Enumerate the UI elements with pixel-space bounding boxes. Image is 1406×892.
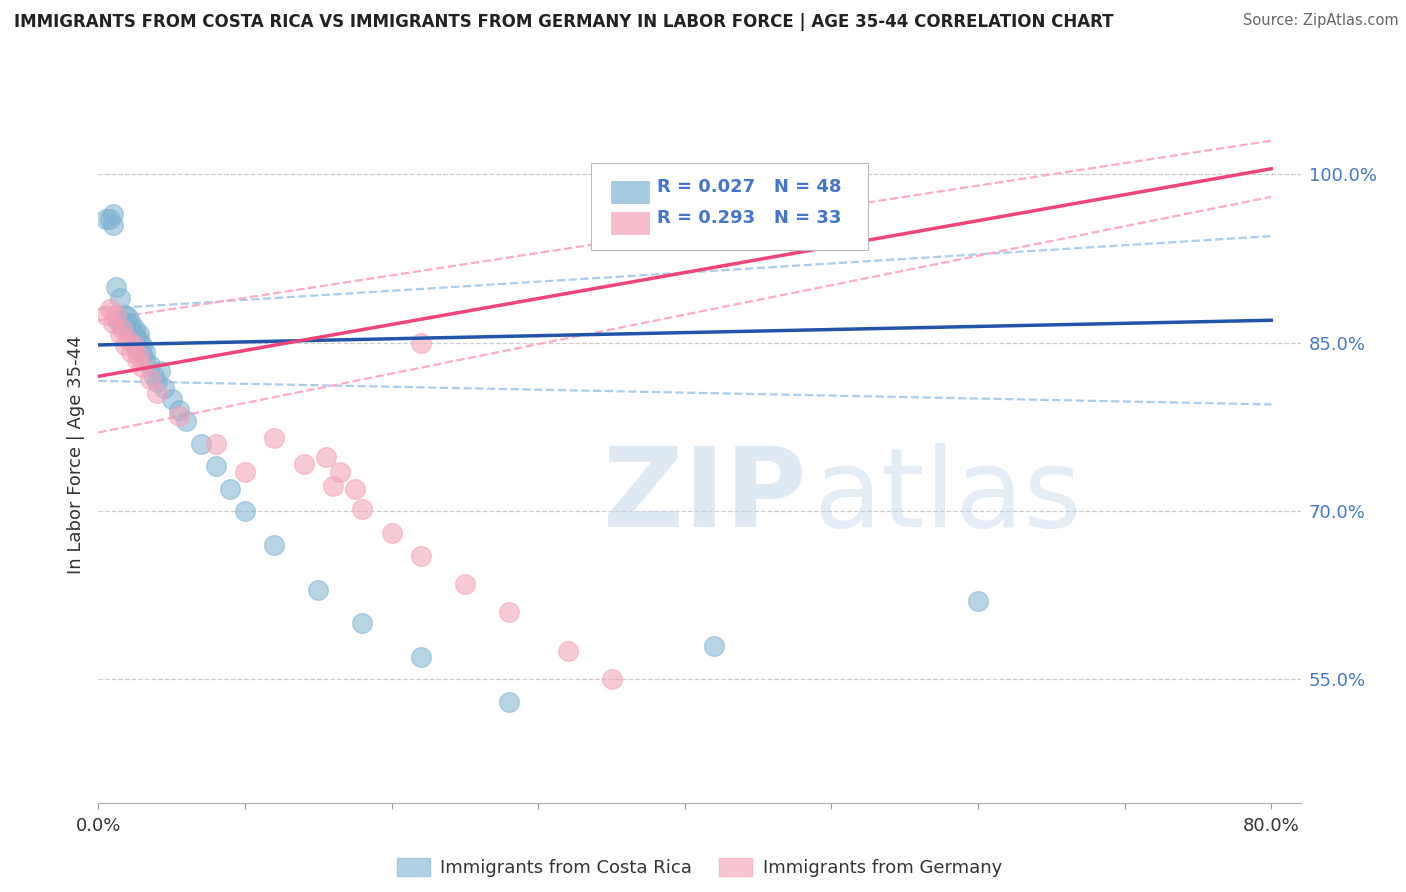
Point [190, 436, 212, 450]
Point [117, 322, 139, 336]
Point [105, 279, 128, 293]
Text: R = 0.293   N = 33: R = 0.293 N = 33 [658, 210, 842, 227]
Point [292, 457, 315, 471]
Point [263, 538, 285, 552]
Point [600, 673, 623, 687]
Point [233, 504, 256, 518]
Point [125, 341, 148, 355]
Point [138, 371, 160, 385]
Text: ZIP: ZIP [603, 443, 807, 550]
Point [122, 334, 145, 348]
Point [149, 364, 172, 378]
Point [131, 360, 153, 375]
Point [233, 465, 256, 479]
Text: Source: ZipAtlas.com: Source: ZipAtlas.com [1243, 13, 1399, 29]
Point [117, 316, 139, 330]
Point [138, 358, 160, 372]
Point [122, 326, 145, 341]
Point [703, 639, 725, 653]
Point [143, 369, 166, 384]
Point [315, 450, 337, 465]
Point [167, 409, 190, 423]
Point [124, 338, 146, 352]
Point [120, 322, 142, 336]
Point [498, 695, 520, 709]
Point [146, 375, 169, 389]
Point [134, 352, 156, 367]
Point [131, 338, 153, 352]
Point [263, 431, 285, 445]
FancyBboxPatch shape [610, 181, 650, 203]
Point [110, 313, 132, 327]
Point [381, 526, 404, 541]
Point [114, 308, 136, 322]
Point [101, 207, 124, 221]
Point [128, 349, 150, 363]
Point [454, 577, 477, 591]
Point [160, 392, 183, 406]
Text: IMMIGRANTS FROM COSTA RICA VS IMMIGRANTS FROM GERMANY IN LABOR FORCE | AGE 35-44: IMMIGRANTS FROM COSTA RICA VS IMMIGRANTS… [14, 13, 1114, 31]
Point [176, 414, 198, 428]
Point [120, 344, 142, 359]
Point [105, 308, 128, 322]
Point [204, 436, 226, 450]
Point [352, 501, 374, 516]
Legend: Immigrants from Costa Rica, Immigrants from Germany: Immigrants from Costa Rica, Immigrants f… [389, 850, 1010, 884]
Point [98, 301, 121, 316]
Point [117, 310, 139, 324]
Point [110, 291, 132, 305]
Point [125, 352, 148, 367]
Point [967, 594, 990, 608]
FancyBboxPatch shape [610, 212, 650, 235]
Text: R = 0.027   N = 48: R = 0.027 N = 48 [658, 178, 842, 196]
Point [111, 318, 134, 333]
Point [114, 338, 136, 352]
Point [122, 338, 145, 352]
Point [128, 326, 150, 341]
Point [131, 347, 153, 361]
Point [120, 326, 142, 341]
Point [110, 326, 132, 341]
Point [101, 316, 124, 330]
Point [117, 334, 139, 348]
Point [107, 313, 129, 327]
Point [204, 459, 226, 474]
Point [498, 605, 520, 619]
Point [111, 322, 134, 336]
Point [352, 616, 374, 631]
Point [153, 381, 176, 395]
Point [120, 316, 142, 330]
Point [409, 335, 432, 350]
Point [134, 344, 156, 359]
Point [329, 465, 352, 479]
Text: atlas: atlas [814, 443, 1083, 550]
Point [146, 386, 169, 401]
Point [409, 549, 432, 563]
Point [322, 479, 344, 493]
Point [124, 322, 146, 336]
Point [101, 218, 124, 232]
Point [307, 582, 329, 597]
Point [114, 316, 136, 330]
Point [94, 308, 117, 322]
Point [557, 644, 579, 658]
Y-axis label: In Labor Force | Age 35-44: In Labor Force | Age 35-44 [66, 335, 84, 574]
Point [98, 212, 121, 227]
Point [167, 403, 190, 417]
Point [219, 482, 242, 496]
Point [128, 334, 150, 348]
Point [409, 649, 432, 664]
Point [343, 482, 366, 496]
Point [94, 212, 117, 227]
FancyBboxPatch shape [592, 162, 868, 250]
Point [124, 330, 146, 344]
